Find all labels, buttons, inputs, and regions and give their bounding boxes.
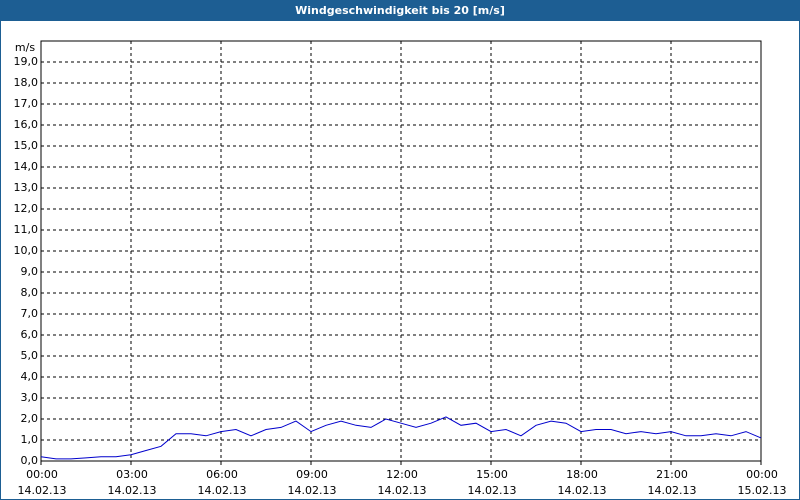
y-tick-label: 0,0 — [21, 454, 39, 467]
y-tick-label: 12,0 — [14, 202, 39, 215]
x-tick-label: 00:00 15.02.13 — [737, 468, 787, 497]
y-tick-label: 17,0 — [14, 97, 39, 110]
x-tick-label: 00:00 14.02.13 — [17, 468, 67, 497]
x-tick-label: 09:00 14.02.13 — [287, 468, 337, 497]
y-tick-label: 13,0 — [14, 181, 39, 194]
chart-title: Windgeschwindigkeit bis 20 [m/s] — [1, 1, 799, 21]
y-axis-label: m/s — [15, 41, 35, 54]
x-tick-label: 18:00 14.02.13 — [557, 468, 607, 497]
y-tick-label: 5,0 — [21, 349, 39, 362]
y-tick-label: 18,0 — [14, 76, 39, 89]
y-tick-label: 15,0 — [14, 139, 39, 152]
y-tick-label: 6,0 — [21, 328, 39, 341]
x-tick-label: 15:00 14.02.13 — [467, 468, 517, 497]
y-tick-label: 4,0 — [21, 370, 39, 383]
data-line — [40, 416, 762, 460]
y-tick-label: 10,0 — [14, 244, 39, 257]
x-tick-label: 06:00 14.02.13 — [197, 468, 247, 497]
y-tick-label: 7,0 — [21, 307, 39, 320]
y-tick-label: 3,0 — [21, 391, 39, 404]
y-tick-label: 19,0 — [14, 55, 39, 68]
y-tick-label: 16,0 — [14, 118, 39, 131]
y-tick-label: 8,0 — [21, 286, 39, 299]
y-tick-label: 2,0 — [21, 412, 39, 425]
x-tick-label: 03:00 14.02.13 — [107, 468, 157, 497]
y-tick-label: 9,0 — [21, 265, 39, 278]
y-tick-label: 14,0 — [14, 160, 39, 173]
x-tick-label: 21:00 14.02.13 — [647, 468, 697, 497]
plot-frame — [40, 40, 762, 462]
y-tick-label: 11,0 — [14, 223, 39, 236]
x-tick-label: 12:00 14.02.13 — [377, 468, 427, 497]
y-tick-label: 1,0 — [21, 433, 39, 446]
